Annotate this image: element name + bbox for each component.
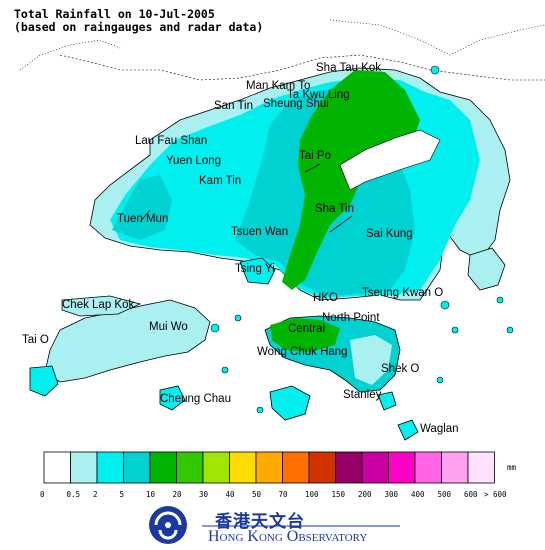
legend-swatch xyxy=(361,451,389,484)
label-tuen-mun: Tuen Mun xyxy=(117,213,168,225)
label-hko: HKO xyxy=(313,292,338,304)
east-islands xyxy=(467,247,506,291)
label-tseung-kwan-o: Tseung Kwan O xyxy=(362,287,443,299)
cheung-chau-island xyxy=(159,385,186,411)
tuen-mun-river xyxy=(139,209,151,223)
label-sha-tin: Sha Tin xyxy=(315,203,354,215)
legend-tick-label: > 600 xyxy=(484,490,507,499)
legend-swatch xyxy=(96,451,124,484)
coastline-north xyxy=(19,19,545,71)
legend-tick-label: 70 xyxy=(279,490,289,499)
legend-tick-label: 2 xyxy=(93,490,98,499)
legend-swatch xyxy=(202,451,230,484)
legend-tick-label: 40 xyxy=(226,490,236,499)
label-san-tin: San Tin xyxy=(214,100,253,112)
label-sai-kung: Sai Kung xyxy=(366,228,413,240)
legend-swatch xyxy=(229,451,257,484)
legend-swatches xyxy=(43,451,495,484)
place-labels: Sha Tau Kok Man Kam To Ta Kwu Ling San T… xyxy=(22,62,459,435)
legend-swatch xyxy=(176,451,204,484)
legend-tick-label: 200 xyxy=(358,490,372,499)
label-sha-tau-kok: Sha Tau Kok xyxy=(316,62,381,74)
legend-swatch xyxy=(414,451,442,484)
hk-island-green xyxy=(270,318,340,352)
legend-swatch xyxy=(441,451,469,484)
logo-chinese-text: 香港天文台 xyxy=(215,512,305,532)
legend-swatch xyxy=(335,451,363,484)
title-line-1: Total Rainfall on 10-Jul-2005 xyxy=(14,7,215,21)
legend-tick-label: 500 xyxy=(438,490,452,499)
legend-swatch xyxy=(43,451,71,484)
label-kam-tin: Kam Tin xyxy=(199,175,241,187)
legend-swatch xyxy=(149,451,177,484)
label-shek-o: Shek O xyxy=(381,363,419,375)
legend-swatch xyxy=(123,451,151,484)
hk-island-light xyxy=(350,335,392,385)
map-title: Total Rainfall on 10-Jul-2005 (based on … xyxy=(14,8,263,34)
legend-swatch xyxy=(255,451,283,484)
chek-lap-kok-island xyxy=(61,295,142,317)
mainland-boundary xyxy=(59,54,545,81)
legend-tick-label: 50 xyxy=(252,490,262,499)
label-north-point: North Point xyxy=(322,312,380,324)
label-central: Central xyxy=(288,323,325,335)
legend-tick-label: 0.5 xyxy=(67,490,81,499)
label-ta-kwu-ling: Ta Kwu Ling xyxy=(287,89,350,101)
label-waglan: Waglan xyxy=(420,423,459,435)
label-man-kam-to: Man Kam To xyxy=(246,80,310,92)
label-stanley: Stanley xyxy=(343,389,382,401)
lamma-island xyxy=(269,385,311,421)
rain-zone-teal-west xyxy=(112,175,172,240)
legend-tick-label: 30 xyxy=(199,490,209,499)
legend-tick-label: 0 xyxy=(40,490,45,499)
label-tsing-yi: Tsing Yi xyxy=(235,263,275,275)
logo-english-text: Hong Kong Observatory xyxy=(208,528,368,545)
label-tai-o: Tai O xyxy=(22,334,49,346)
legend-swatch xyxy=(308,451,336,484)
label-sheung-shui: Sheung Shui xyxy=(263,98,329,110)
legend-tick-label: 5 xyxy=(120,490,125,499)
legend-swatch xyxy=(70,451,98,484)
legend-tick-label: 20 xyxy=(173,490,183,499)
shing-mun-river xyxy=(329,215,353,233)
rainfall-legend: 0 0.5 2 5 10 20 30 40 50 70 100 150 200 300 400 500 600 >… xyxy=(40,451,517,499)
label-tsuen-wan: Tsuen Wan xyxy=(231,226,288,238)
title-line-2: (based on raingauges and radar data) xyxy=(14,20,264,34)
tai-po-river xyxy=(304,163,321,173)
legend-tick-label: 10 xyxy=(146,490,156,499)
label-lau-fau-shan: Lau Fau Shan xyxy=(135,135,207,147)
legend-tick-label: 300 xyxy=(385,490,399,499)
tsing-yi-island xyxy=(239,257,276,285)
shek-o-islet xyxy=(377,391,397,411)
legend-swatch xyxy=(388,451,416,484)
sw-island xyxy=(29,365,59,397)
legend-unit: mm xyxy=(507,463,517,472)
legend-tick-label: 100 xyxy=(305,490,319,499)
label-chek-lap-kok: Chek Lap Kok xyxy=(62,299,134,311)
label-mui-wo: Mui Wo xyxy=(149,321,188,333)
label-cheung-chau: Cheung Chau xyxy=(160,393,231,405)
waglan-island xyxy=(397,419,419,441)
rainfall-map: Sha Tau Kok Man Kam To Ta Kwu Ling San T… xyxy=(19,19,545,441)
label-tai-po: Tai Po xyxy=(299,150,331,162)
label-yuen-long: Yuen Long xyxy=(166,155,221,167)
legend-tick-label: 150 xyxy=(332,490,346,499)
legend-tick-labels: 0 0.5 2 5 10 20 30 40 50 70 100 150 200 300 400 500 600 >… xyxy=(40,490,507,499)
legend-tick-label: 400 xyxy=(411,490,425,499)
small-islets xyxy=(210,65,514,414)
tolo-harbour xyxy=(339,129,441,191)
hko-logo xyxy=(149,506,400,544)
label-wong-chuk-hang: Wong Chuk Hang xyxy=(257,346,348,358)
legend-tick-label: 600 xyxy=(464,490,478,499)
victoria-harbour xyxy=(235,298,420,318)
legend-swatch xyxy=(467,451,495,484)
legend-swatch xyxy=(282,451,310,484)
